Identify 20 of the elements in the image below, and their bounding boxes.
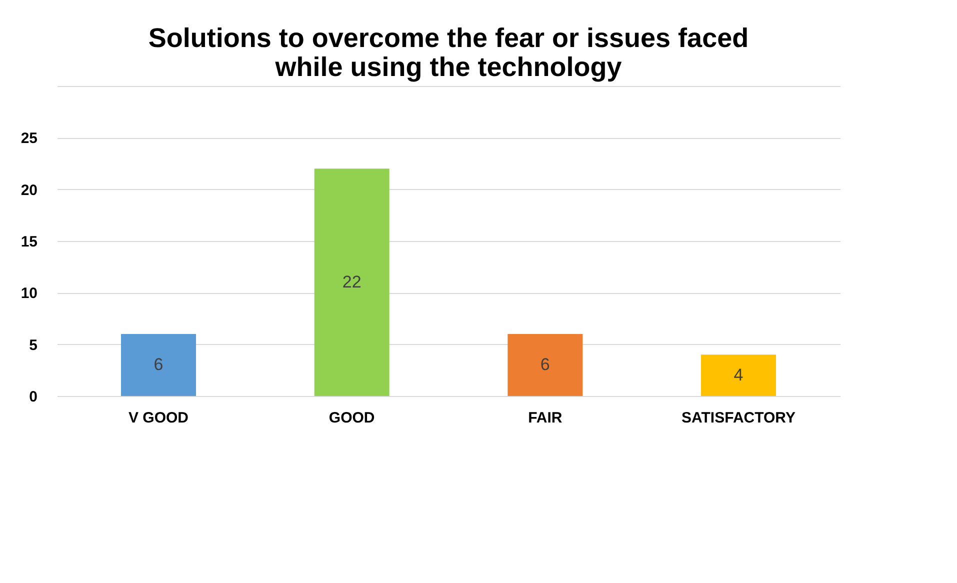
y-tick-label: 0 — [29, 388, 38, 406]
x-tick-label: V GOOD — [128, 410, 189, 426]
y-tick-label: 15 — [20, 234, 38, 250]
y-tick-label: 10 — [20, 285, 38, 302]
text: Solutions to overcome the fear or issues faced — [148, 23, 749, 53]
text: while using the technology — [275, 52, 622, 82]
bar — [701, 354, 776, 396]
y-tick-label: 20 — [20, 182, 38, 199]
x-tick-label: SATISFACTORY — [682, 410, 796, 426]
data-label: 22 — [342, 272, 362, 292]
bar — [121, 334, 196, 396]
y-tick-label: 5 — [29, 336, 38, 354]
data-label: 6 — [154, 355, 164, 374]
bar — [508, 334, 583, 396]
x-tick-label: GOOD — [328, 410, 375, 426]
x-tick-label: FAIR — [528, 410, 562, 426]
data-label: 4 — [734, 365, 744, 384]
bar — [314, 168, 390, 396]
data-label: 6 — [540, 355, 550, 374]
y-tick-label: 25 — [20, 130, 38, 148]
